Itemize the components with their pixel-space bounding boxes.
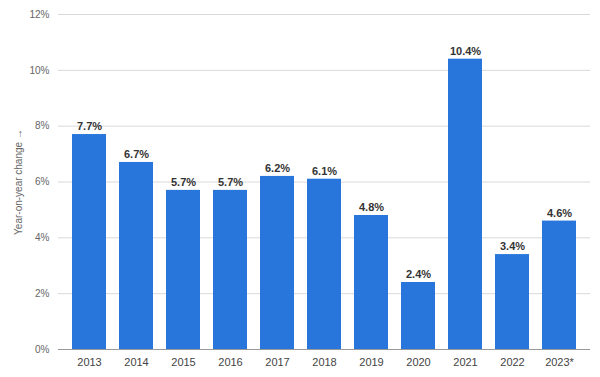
svg-text:3.4%: 3.4% <box>500 240 525 252</box>
svg-text:0%: 0% <box>35 344 50 355</box>
svg-text:7.7%: 7.7% <box>77 120 102 132</box>
svg-text:4.6%: 4.6% <box>547 207 572 219</box>
svg-text:12%: 12% <box>29 9 49 20</box>
svg-text:2020: 2020 <box>406 356 430 368</box>
svg-text:2018: 2018 <box>312 356 336 368</box>
svg-text:2023*: 2023* <box>545 356 574 368</box>
svg-text:2015: 2015 <box>171 356 195 368</box>
svg-text:2016: 2016 <box>218 356 242 368</box>
svg-text:5.7%: 5.7% <box>218 176 243 188</box>
svg-text:2%: 2% <box>35 288 50 299</box>
svg-text:10.4%: 10.4% <box>450 45 481 57</box>
svg-text:2019: 2019 <box>359 356 383 368</box>
svg-text:2014: 2014 <box>124 356 148 368</box>
svg-text:2013: 2013 <box>77 356 101 368</box>
svg-text:2022: 2022 <box>500 356 524 368</box>
svg-text:Year-on-year change →: Year-on-year change → <box>13 129 24 235</box>
svg-text:6.1%: 6.1% <box>312 165 337 177</box>
svg-text:2017: 2017 <box>265 356 289 368</box>
svg-text:6%: 6% <box>35 176 50 187</box>
svg-text:10%: 10% <box>29 65 49 76</box>
svg-text:2.4%: 2.4% <box>406 268 431 280</box>
svg-text:8%: 8% <box>35 120 50 131</box>
svg-text:2021: 2021 <box>453 356 477 368</box>
svg-text:4.8%: 4.8% <box>359 201 384 213</box>
svg-text:5.7%: 5.7% <box>171 176 196 188</box>
svg-text:4%: 4% <box>35 232 50 243</box>
svg-text:6.7%: 6.7% <box>124 148 149 160</box>
svg-text:6.2%: 6.2% <box>265 162 290 174</box>
